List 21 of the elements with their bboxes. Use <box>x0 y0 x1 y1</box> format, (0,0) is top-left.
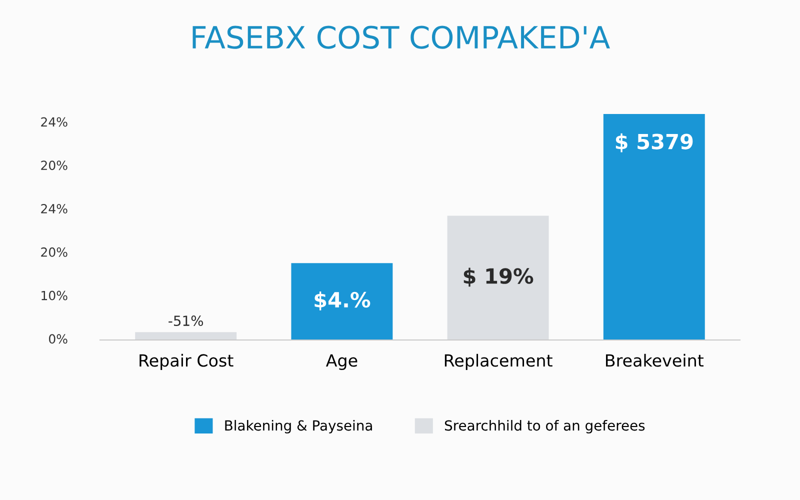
text: 0% <box>48 334 68 344</box>
text: 20% <box>41 160 68 170</box>
x-tick-label: Replacement <box>444 354 552 370</box>
chart-title: FASEBX COST COMPAKED'A <box>192 26 610 49</box>
bar <box>291 263 393 340</box>
bar <box>135 332 237 340</box>
legend-label: Blakening & Payseina <box>225 420 372 434</box>
bar <box>603 114 705 340</box>
text: 24% <box>41 204 68 214</box>
legend-label: Srearchhild to of an geferees <box>444 420 645 434</box>
text: 24% <box>41 117 68 127</box>
text: 10% <box>42 290 68 300</box>
annotation: $ 5379 <box>616 133 693 152</box>
annotation: $ 19% <box>464 268 534 287</box>
annotation: $4.% <box>314 292 370 310</box>
x-tick-label: Repair Cost <box>140 354 234 370</box>
bar <box>447 216 549 340</box>
text: 20% <box>41 247 68 257</box>
x-tick-label: Breakeveint <box>606 354 704 367</box>
x-tick-label: Age <box>326 354 358 370</box>
annotation: -51% <box>168 316 204 326</box>
